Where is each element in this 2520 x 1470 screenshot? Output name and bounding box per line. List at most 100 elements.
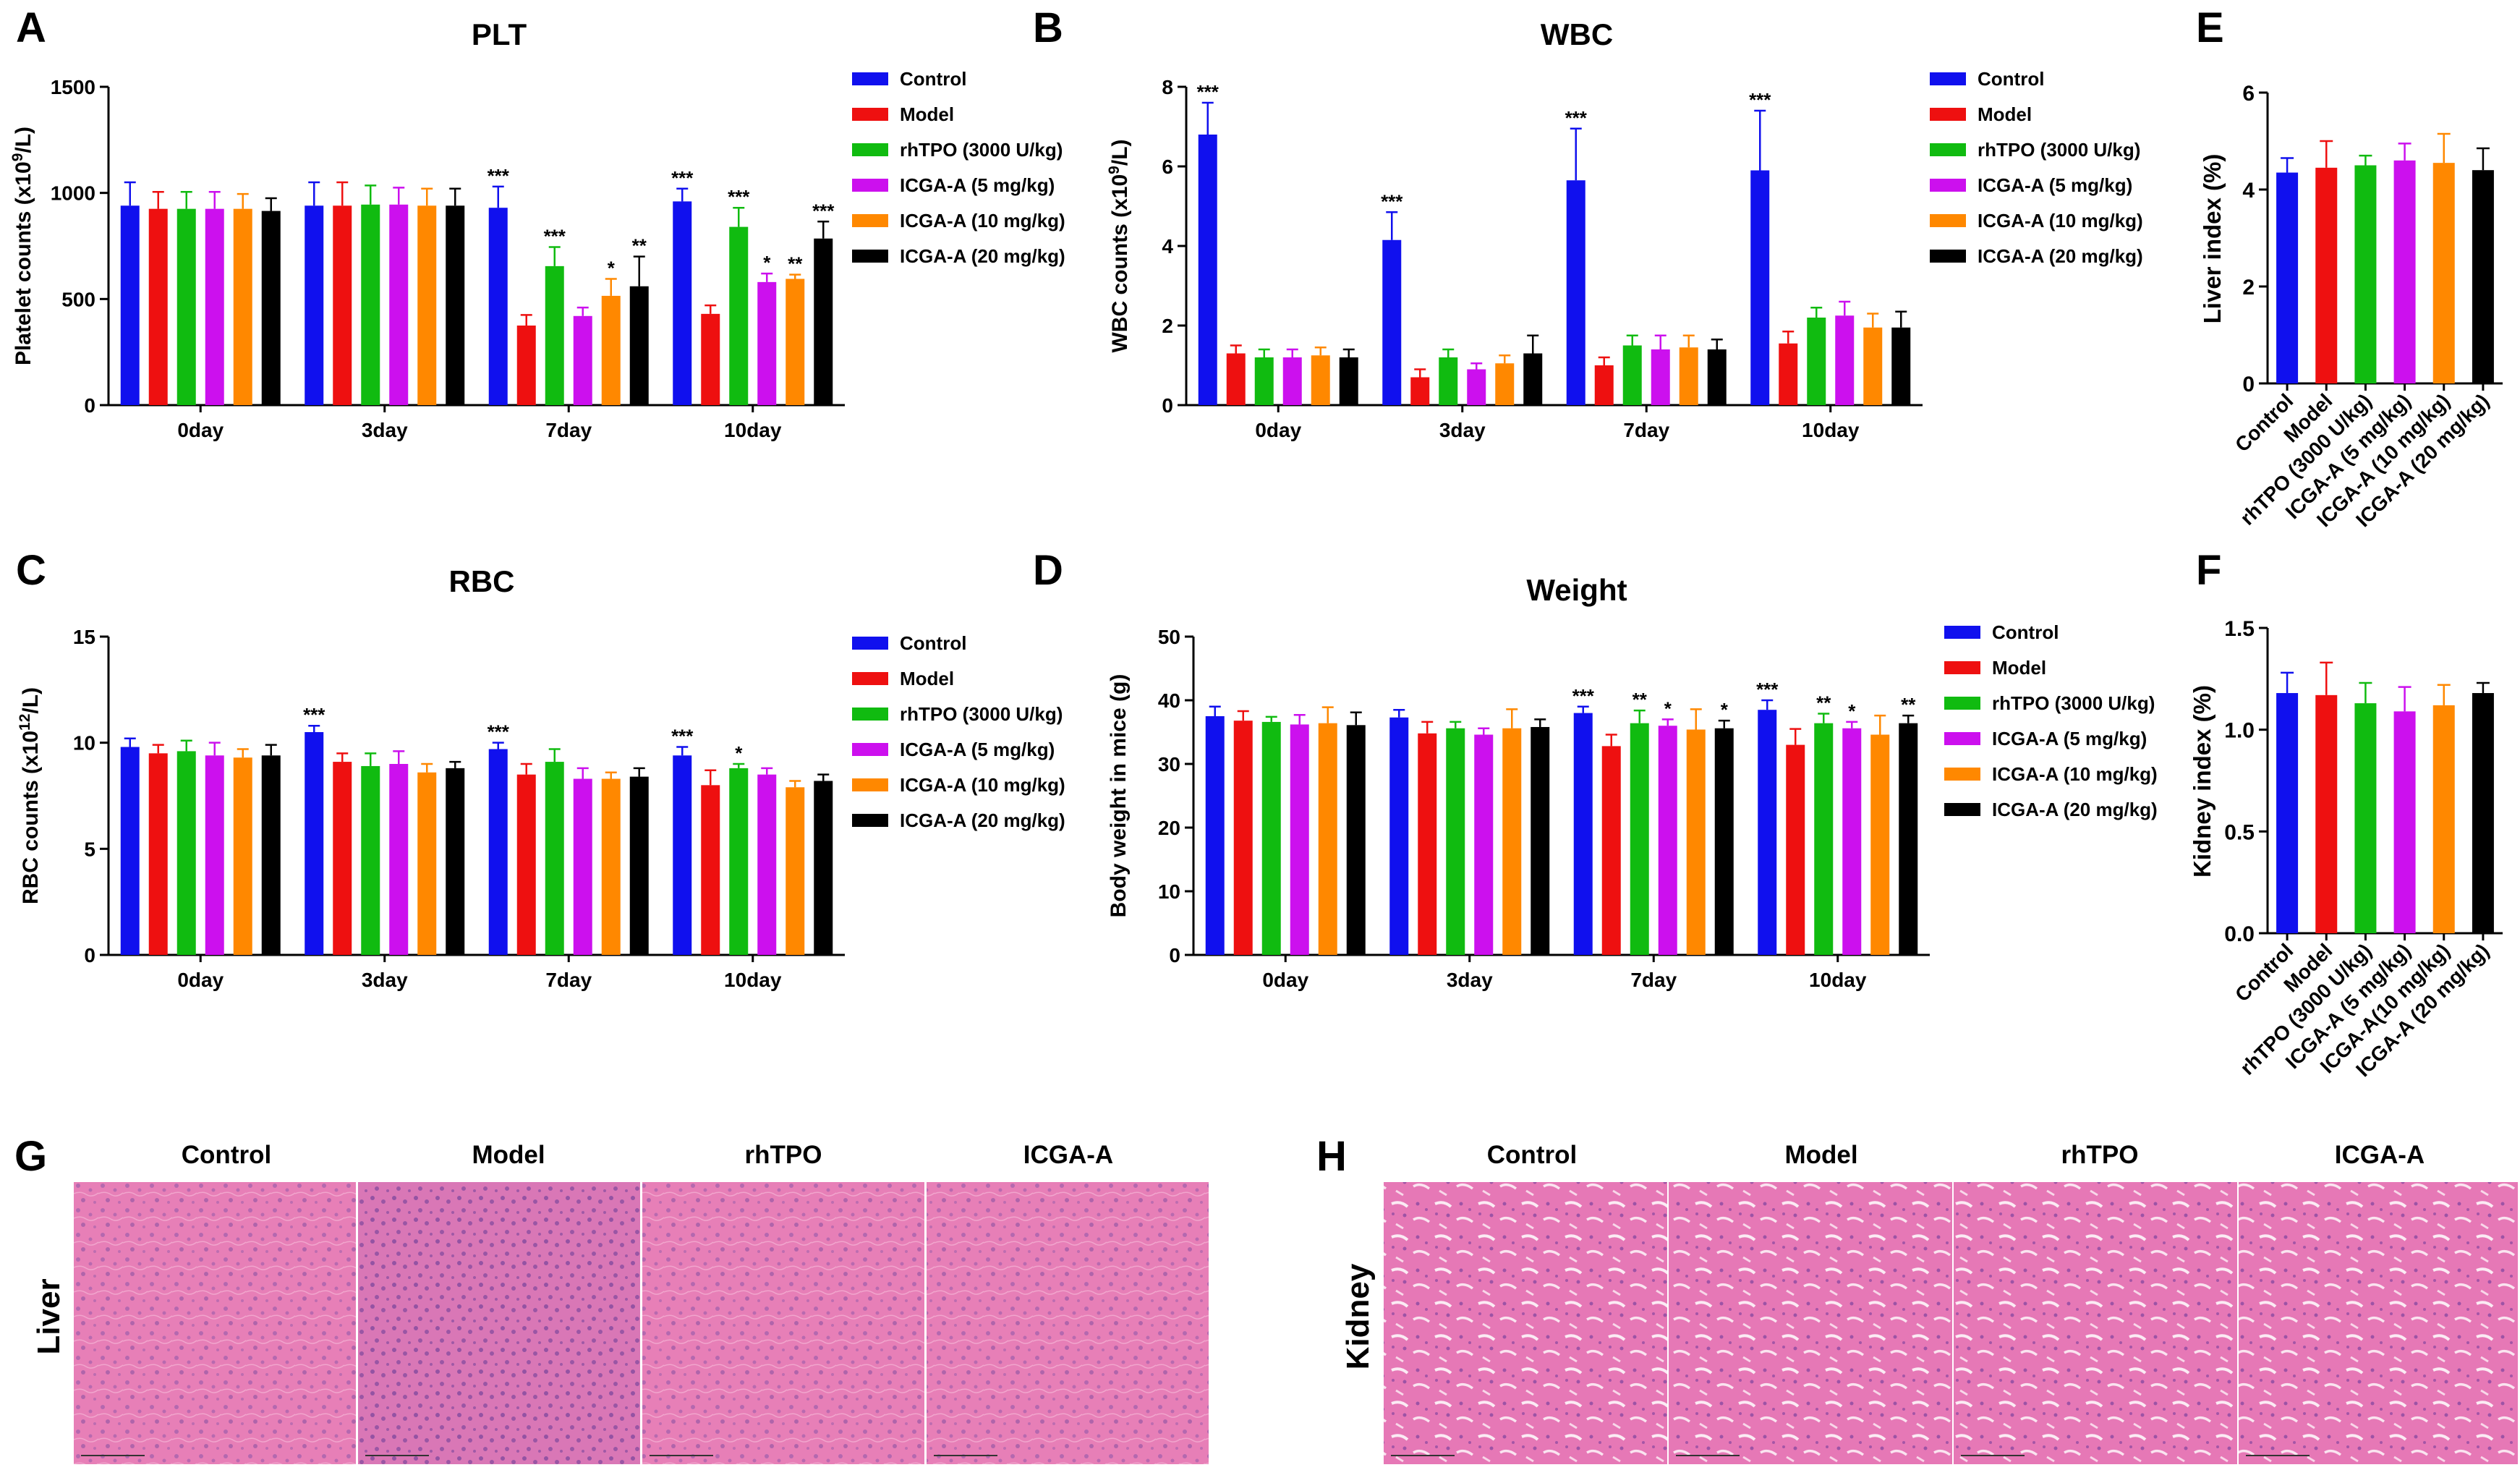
- legend-label: rhTPO (3000 U/kg): [1992, 692, 2155, 714]
- legend-swatch: [1944, 661, 1980, 674]
- kidney-col-label-icga: ICGA-A: [2335, 1141, 2425, 1169]
- y-tick-label: 2: [2242, 276, 2255, 299]
- legend-swatch: [852, 179, 888, 192]
- bar: [673, 201, 692, 405]
- y-tick-label: 0: [84, 394, 95, 417]
- y-tick-label: 4: [2242, 179, 2255, 203]
- chart-title: WBC: [1541, 17, 1613, 51]
- y-tick-label: 0: [1169, 944, 1180, 966]
- bar: [2276, 172, 2299, 384]
- bar: [1814, 723, 1834, 955]
- bar: [305, 205, 324, 405]
- bar: [1205, 716, 1225, 955]
- bar: [629, 776, 649, 955]
- legend-swatch: [1944, 768, 1980, 781]
- significance-mark: *: [1848, 700, 1856, 722]
- legend-label: Model: [900, 668, 954, 689]
- y-tick-label: 1500: [51, 76, 95, 98]
- bar: [1750, 170, 1770, 405]
- significance-mark: ***: [1749, 89, 1771, 111]
- bar: [261, 211, 281, 405]
- bar: [516, 774, 536, 955]
- bar: [545, 762, 564, 955]
- panel-letter-F: F: [2196, 547, 2221, 594]
- bar: [261, 755, 281, 955]
- bar: [2354, 703, 2377, 933]
- liver-col-label-control: Control: [182, 1141, 271, 1169]
- y-tick-label: 30: [1158, 753, 1180, 776]
- bar: [2276, 693, 2299, 933]
- legend-label: ICGA-A (20 mg/kg): [900, 810, 1065, 831]
- legend-label: Control: [1978, 68, 2044, 90]
- y-tick-label: 50: [1158, 626, 1180, 648]
- bar: [573, 778, 592, 955]
- bar: [1290, 724, 1309, 955]
- legend-swatch: [1930, 143, 1966, 156]
- significance-mark: *: [735, 742, 743, 764]
- y-tick-label: 1000: [51, 182, 95, 205]
- histology-liver: Control Model rhTPO ICGA-A Liver: [31, 1141, 1209, 1464]
- legend-label: Control: [1992, 621, 2059, 643]
- chart-weight: Weight Body weight in mice (g) 0 10 20 30 40 50…: [1107, 573, 2158, 991]
- bar: [1233, 721, 1253, 955]
- y-tick-label: 1.0: [2224, 719, 2255, 743]
- legend-swatch: [1930, 214, 1966, 227]
- x-tick-label: 10day: [1809, 969, 1867, 991]
- bar: [1679, 347, 1698, 405]
- bar: [1226, 353, 1246, 405]
- bar: [1891, 327, 1911, 405]
- legend-label: ICGA-A (5 mg/kg): [900, 174, 1055, 196]
- liver-col-label-icga: ICGA-A: [1023, 1141, 1113, 1169]
- legend-swatch: [852, 143, 888, 156]
- chart-title: RBC: [449, 564, 515, 598]
- y-tick-label: 20: [1158, 817, 1180, 839]
- legend-label: ICGA-A (10 mg/kg): [900, 210, 1065, 231]
- bar: [1261, 721, 1281, 955]
- liver-image-icga: [927, 1182, 1209, 1464]
- bar: [814, 238, 833, 405]
- bar: [333, 205, 352, 405]
- chart-platelet: PLT Platelet counts (x109/L) 0 500 1000 1500 0…: [9, 17, 1065, 441]
- legend-label: ICGA-A (20 mg/kg): [900, 245, 1065, 267]
- bar: [516, 326, 536, 405]
- significance-mark: ***: [728, 186, 750, 208]
- significance-mark: ***: [488, 165, 510, 187]
- legend-label: ICGA-A (5 mg/kg): [900, 739, 1055, 760]
- bar: [814, 781, 833, 955]
- bar: [2472, 693, 2494, 933]
- panel-letter-G: G: [14, 1133, 47, 1180]
- legend-label: ICGA-A (10 mg/kg): [1992, 763, 2158, 785]
- bar: [1594, 365, 1614, 405]
- significance-mark: ***: [812, 200, 835, 221]
- bar: [701, 313, 720, 405]
- bar: [786, 279, 805, 405]
- legend-swatch: [852, 672, 888, 685]
- bar: [601, 778, 621, 955]
- y-tick-label: 2: [1162, 315, 1173, 337]
- x-tick-label: 0day: [177, 419, 224, 441]
- legend-swatch: [852, 108, 888, 121]
- significance-mark: ***: [1572, 685, 1595, 707]
- bar: [176, 751, 196, 955]
- legend-label: Model: [1992, 657, 2046, 679]
- significance-mark: ***: [303, 704, 325, 726]
- legend-label: rhTPO (3000 U/kg): [900, 139, 1063, 161]
- bar: [1198, 135, 1217, 405]
- bar: [601, 295, 621, 405]
- bar: [1863, 327, 1883, 405]
- bar: [1566, 180, 1585, 405]
- bar: [417, 772, 437, 955]
- significance-mark: **: [632, 235, 647, 257]
- bar: [1254, 357, 1274, 405]
- bar: [389, 764, 409, 955]
- x-tick-label: 10day: [724, 969, 782, 991]
- bar: [1418, 733, 1437, 955]
- legend-label: Model: [900, 103, 954, 125]
- significance-mark: ***: [1756, 679, 1779, 700]
- bar: [1311, 355, 1330, 405]
- y-tick-label: 1.5: [2224, 617, 2255, 641]
- bar: [205, 208, 224, 405]
- kidney-image-control: [1384, 1182, 1667, 1464]
- significance-mark: ***: [1381, 190, 1403, 212]
